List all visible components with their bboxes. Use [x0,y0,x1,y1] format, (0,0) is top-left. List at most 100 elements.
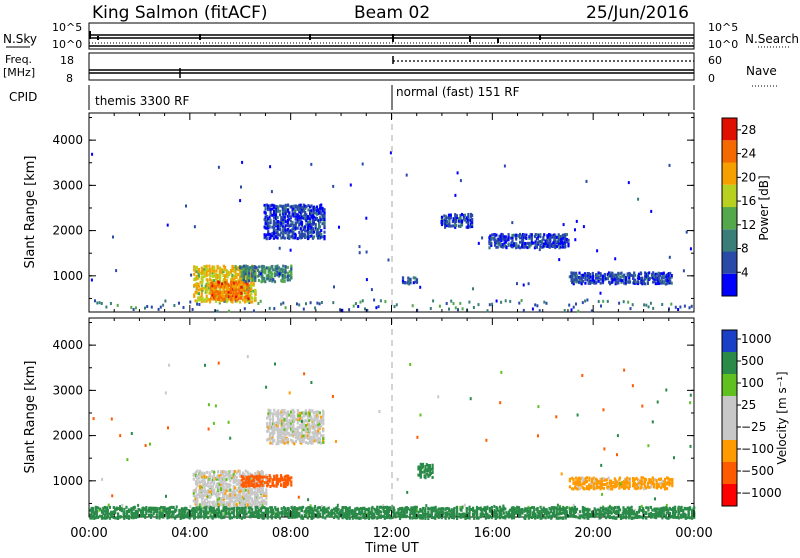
power-cell-100 [546,302,548,305]
velocity-cell-688 [261,495,263,498]
velocity-cell-285 [212,485,214,488]
velocity-cell-2298 [445,517,447,520]
power-cell-93 [521,299,523,302]
velocity-cell-2438 [500,513,502,516]
power-cell-960 [267,221,269,224]
power-cell-112 [600,305,602,308]
power-cell-52 [341,309,343,312]
velocity-cell-2571 [553,513,555,516]
power-cell-1165 [295,204,297,207]
velocity-cell-265 [210,495,212,498]
velocity-cell-1337 [432,467,434,470]
power-cell-1493 [495,234,497,237]
power-cell-97 [536,304,538,307]
power-cell-2081 [388,259,390,262]
velocity-cell-717 [265,497,267,500]
velocity-cell-1728 [236,516,238,519]
power-cell-569 [250,292,252,295]
power-cell-1555 [515,242,517,245]
power-cell-684 [230,298,232,301]
velocity-cell-1150 [305,434,307,437]
power-cell-13 [158,308,160,311]
velocity-cell-1440 [128,515,130,518]
velocity-cell-1847 [281,507,283,510]
power-cell-104 [573,306,575,309]
velocity-cell-2641 [579,510,581,513]
velocity-cell-605 [251,497,253,500]
power-colorbar-tick-2: 12 [741,218,756,232]
power-cell-1940 [647,282,649,285]
velocity-cell-1272 [320,416,322,419]
velocity-cell-2051 [356,507,358,510]
power-cell-1372 [323,211,325,214]
power-cell-91 [509,300,511,303]
velocity-cell-2360 [469,509,471,512]
velocity-cell-913 [273,409,275,412]
power-cell-76 [453,302,455,305]
power-cell-1988 [663,275,665,278]
velocity-cell-2679 [595,513,597,516]
velocity-cell-2808 [645,506,647,509]
power-cell-1989 [663,272,665,275]
velocity-cell-2810 [647,506,649,509]
velocity-cell-1694 [221,513,223,516]
freq-unit: [MHz] [3,66,35,79]
power-cell-1134 [291,221,293,224]
velocity-cell-1971 [328,511,330,514]
power-cell-589 [253,282,255,285]
power-cell-2048 [614,257,616,260]
velocity-cell-945 [277,409,279,412]
velocity-cell-1156 [305,412,307,415]
velocity-cell-903 [272,417,274,420]
velocity-cell-396 [225,494,227,497]
velocity-cell-745 [246,476,248,479]
velocity-cell-2147 [389,506,391,509]
power-cell-1455 [467,213,469,216]
velocity-cell-2704 [605,507,607,510]
velocity-cell-289 [213,500,215,503]
power-cell-66 [394,305,396,308]
power-cell-1865 [617,278,619,281]
velocity-cell-1907 [302,517,304,520]
velocity-cell-767 [253,485,255,488]
velocity-cell-1640 [200,508,202,511]
power-cell-912 [285,265,287,268]
power-cell-70 [430,307,432,310]
power-cell-36 [269,307,271,310]
power-cell-819 [260,280,262,283]
power-cell-749 [246,286,248,289]
velocity-cell-2049 [356,513,358,516]
power-cell-4 [105,306,107,309]
velocity-cell-886 [269,418,271,421]
power-cell-62 [375,306,377,309]
velocity-cell-659 [257,488,259,491]
velocity-cell-174 [196,470,198,473]
velocity-cell-2028 [349,509,351,512]
power-cell-373 [224,266,226,269]
power-cell-90 [505,299,507,302]
power-cell-2035 [338,226,340,229]
velocity-cell-2446 [503,512,505,515]
velocity-cell-852 [290,484,292,487]
velocity-cell-1423 [121,507,123,510]
power-cell-1659 [549,236,551,239]
velocity-cell-168 [196,494,198,497]
velocity-cell-2441 [500,508,502,511]
velocity-cell-564 [247,503,249,506]
power-cell-2016 [402,276,404,279]
velocity-cell-1372 [101,510,103,513]
power-cell-37 [273,307,275,310]
power-cell-230 [206,265,208,268]
velocity-cell-1064 [292,423,294,426]
velocity-cell-879 [269,442,271,445]
power-colorbar-segment-2 [722,229,737,251]
velocity-cell-764 [253,479,255,482]
power-cell-1370 [323,215,325,218]
nsearch-label: N.Search [745,32,799,46]
velocity-cell-1149 [305,441,307,444]
velocity-cell-1407 [114,511,116,514]
power-cell-2040 [539,248,541,251]
velocity-cell-1076 [293,411,295,414]
velocity-cell-906 [273,439,275,442]
velocity-cell-1823 [271,517,273,520]
